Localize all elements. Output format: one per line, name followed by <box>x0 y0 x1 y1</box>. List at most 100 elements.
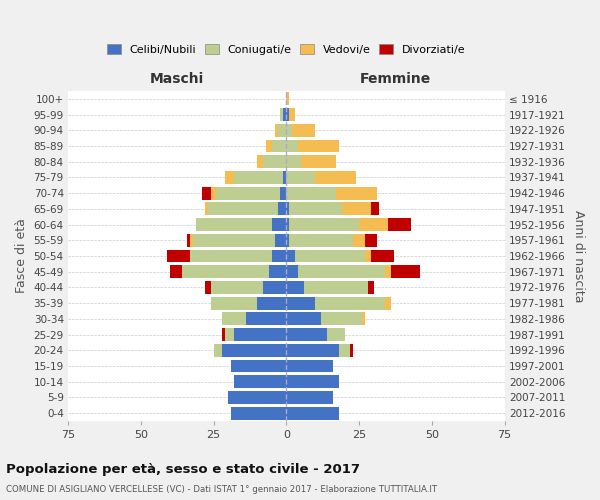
Bar <box>170 266 182 278</box>
Bar <box>286 391 333 404</box>
Bar <box>298 140 339 152</box>
Bar <box>292 124 316 137</box>
Bar <box>341 202 371 215</box>
Bar <box>371 202 379 215</box>
Y-axis label: Fasce di età: Fasce di età <box>15 218 28 294</box>
Bar <box>286 171 316 184</box>
Bar <box>316 296 385 310</box>
Bar <box>289 202 341 215</box>
Bar <box>286 328 327 341</box>
Bar <box>385 296 391 310</box>
Text: Maschi: Maschi <box>150 72 204 86</box>
Bar <box>167 250 190 262</box>
Bar <box>365 250 371 262</box>
Bar <box>339 344 350 356</box>
Bar <box>234 171 283 184</box>
Legend: Celibi/Nubili, Coniugati/e, Vedovi/e, Divorziati/e: Celibi/Nubili, Coniugati/e, Vedovi/e, Di… <box>107 44 465 54</box>
Bar <box>225 328 234 341</box>
Bar <box>196 218 272 231</box>
Bar <box>286 124 292 137</box>
Bar <box>385 266 391 278</box>
Bar <box>359 218 388 231</box>
Text: Popolazione per età, sesso e stato civile - 2017: Popolazione per età, sesso e stato civil… <box>6 462 360 475</box>
Bar <box>336 186 377 200</box>
Bar <box>371 250 394 262</box>
Bar <box>257 156 263 168</box>
Bar <box>245 312 286 326</box>
Bar <box>286 186 336 200</box>
Bar <box>286 281 304 294</box>
Bar <box>321 312 362 326</box>
Bar <box>353 234 365 246</box>
Bar <box>298 266 385 278</box>
Bar <box>263 281 286 294</box>
Bar <box>278 202 286 215</box>
Bar <box>234 376 286 388</box>
Bar <box>275 234 286 246</box>
Bar <box>295 250 365 262</box>
Bar <box>272 140 286 152</box>
Bar <box>280 186 286 200</box>
Bar <box>286 312 321 326</box>
Bar <box>286 266 298 278</box>
Bar <box>286 202 289 215</box>
Bar <box>286 140 298 152</box>
Bar <box>280 108 283 121</box>
Bar <box>211 296 257 310</box>
Bar <box>231 360 286 372</box>
Bar <box>365 234 377 246</box>
Bar <box>205 202 208 215</box>
Bar <box>283 171 286 184</box>
Bar <box>182 266 269 278</box>
Bar <box>222 328 225 341</box>
Bar <box>278 124 286 137</box>
Bar <box>225 171 234 184</box>
Bar <box>304 281 368 294</box>
Bar <box>289 108 295 121</box>
Bar <box>286 92 289 106</box>
Bar <box>222 312 245 326</box>
Bar <box>286 296 316 310</box>
Bar <box>350 344 353 356</box>
Bar <box>316 171 356 184</box>
Bar <box>208 202 278 215</box>
Bar <box>301 156 336 168</box>
Bar <box>211 281 263 294</box>
Bar <box>286 234 289 246</box>
Bar <box>266 140 272 152</box>
Bar <box>286 406 339 420</box>
Bar <box>289 234 353 246</box>
Bar <box>190 234 193 246</box>
Bar <box>272 250 286 262</box>
Bar <box>205 281 211 294</box>
Bar <box>217 186 280 200</box>
Bar <box>391 266 420 278</box>
Bar <box>289 218 359 231</box>
Bar <box>275 124 278 137</box>
Bar <box>222 344 286 356</box>
Bar <box>362 312 365 326</box>
Bar <box>272 218 286 231</box>
Bar <box>286 156 301 168</box>
Bar <box>286 250 295 262</box>
Bar <box>327 328 344 341</box>
Bar <box>214 344 222 356</box>
Bar <box>202 186 211 200</box>
Bar <box>263 156 286 168</box>
Bar <box>187 234 190 246</box>
Text: Femmine: Femmine <box>360 72 431 86</box>
Bar <box>388 218 412 231</box>
Bar <box>234 328 286 341</box>
Bar <box>286 344 339 356</box>
Y-axis label: Anni di nascita: Anni di nascita <box>572 210 585 302</box>
Bar <box>269 266 286 278</box>
Bar <box>286 218 289 231</box>
Bar <box>368 281 374 294</box>
Bar <box>283 108 286 121</box>
Text: COMUNE DI ASIGLIANO VERCELLESE (VC) - Dati ISTAT 1° gennaio 2017 - Elaborazione : COMUNE DI ASIGLIANO VERCELLESE (VC) - Da… <box>6 485 437 494</box>
Bar <box>286 376 339 388</box>
Bar <box>286 360 333 372</box>
Bar <box>211 186 217 200</box>
Bar <box>257 296 286 310</box>
Bar <box>228 391 286 404</box>
